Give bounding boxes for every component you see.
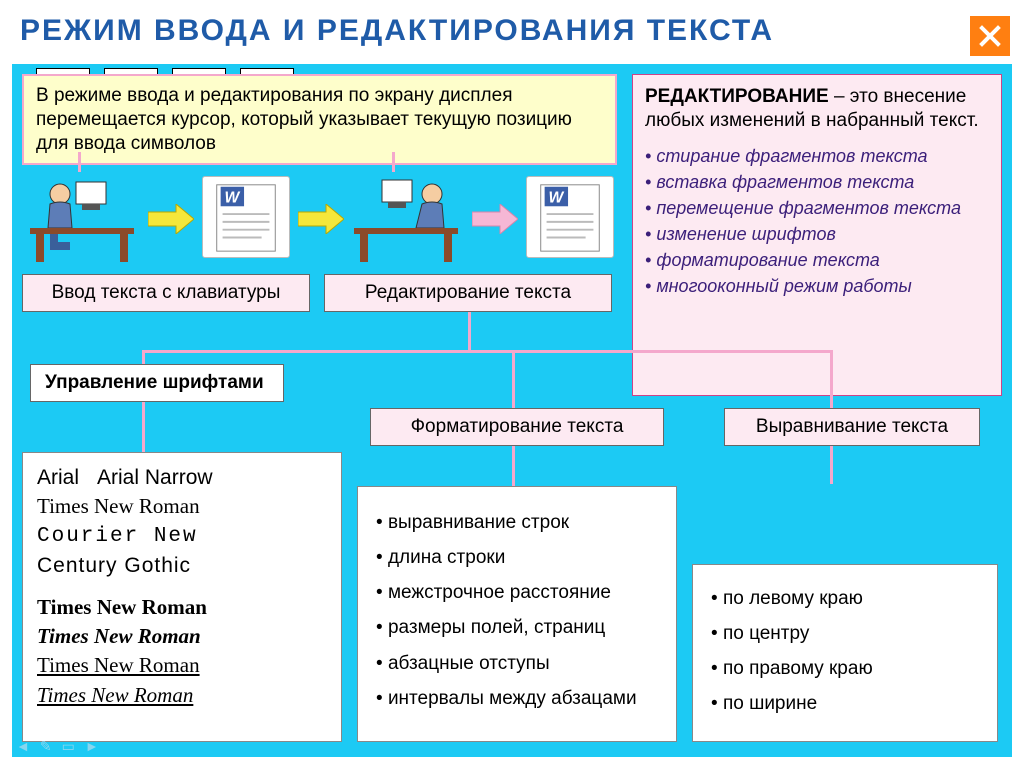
fullscreen-icon[interactable]: ▭ [62,738,75,755]
connector [142,350,145,364]
intro-box: В режиме ввода и редактирования по экран… [22,74,617,165]
next-icon[interactable]: ► [85,738,99,755]
label-editing: Редактирование текста [324,274,612,312]
connector [512,350,515,408]
connector [468,312,471,350]
arrow-icon [472,204,518,234]
person-at-desk-icon [22,172,142,267]
document-icon: W [526,176,614,258]
svg-text:W: W [225,189,241,206]
document-icon: W [202,176,290,258]
connector [830,350,833,408]
fonts-panel: ArialArial Narrow Times New Roman Courie… [22,452,342,742]
editing-bullets: стирание фрагментов текста вставка фрагм… [645,143,989,300]
definition-text: РЕДАКТИРОВАНИЕ – это внесение любых изме… [645,85,989,133]
person-at-desk-icon [346,172,466,267]
arrow-icon [298,204,344,234]
edit-icon[interactable]: ✎ [40,738,52,755]
editing-definition: РЕДАКТИРОВАНИЕ – это внесение любых изме… [632,74,1002,396]
prev-icon[interactable]: ◄ [16,738,30,755]
connector [392,152,395,172]
connector [142,350,832,353]
label-alignment: Выравнивание текста [724,408,980,446]
alignment-list: по левому краю по центру по правому краю… [692,564,998,742]
connector [78,152,81,172]
label-input-text: Ввод текста с клавиатуры [22,274,310,312]
formatting-list: выравнивание строк длина строки межстроч… [357,486,677,742]
connector [142,402,145,452]
label-fonts-mgmt: Управление шрифтами [30,364,284,402]
diagram-canvas: В режиме ввода и редактирования по экран… [12,64,1012,757]
connector [512,446,515,486]
label-formatting: Форматирование текста [370,408,664,446]
close-icon [979,25,1001,47]
connector [830,446,833,484]
slide-nav-icons[interactable]: ◄ ✎ ▭ ► [16,738,99,755]
page-title: РЕЖИМ ВВОДА И РЕДАКТИРОВАНИЯ ТЕКСТА [0,0,1024,58]
close-button[interactable] [970,16,1010,56]
svg-text:W: W [549,189,565,206]
arrow-icon [148,204,194,234]
